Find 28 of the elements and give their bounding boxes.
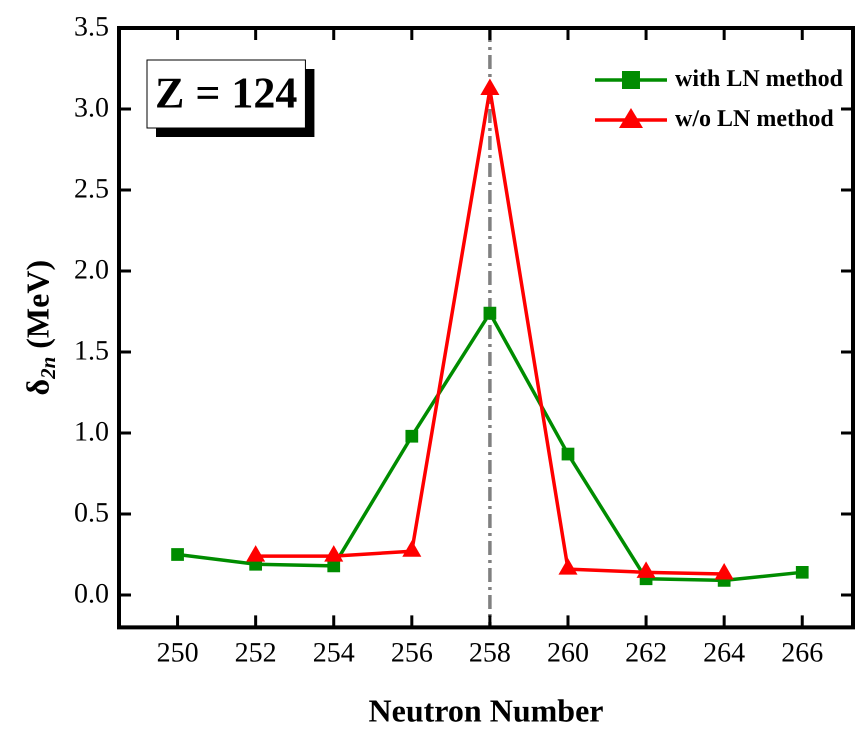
point (562, 448, 574, 460)
x-tick-label: 256 (390, 638, 433, 669)
x-axis-title: Neutron Number (368, 692, 604, 728)
y-tick-label: 2.5 (74, 173, 109, 204)
x-tick-label: 250 (156, 638, 199, 669)
y-tick-label: 1.5 (74, 335, 109, 366)
x-tick-label: 252 (234, 638, 277, 669)
point (484, 306, 496, 320)
y-tick-label: 1.0 (74, 416, 109, 448)
x-tick-label: 264 (703, 638, 746, 669)
y-tick-label: 2.0 (74, 254, 109, 286)
x-tick-label: 262 (625, 638, 668, 669)
y-tick-label: 0.0 (74, 578, 109, 610)
point (796, 566, 809, 579)
x-tick-label: 266 (781, 638, 824, 669)
x-tick-label: 254 (312, 638, 355, 669)
y-axis-title: δ2n (MeV) (19, 260, 60, 396)
point (405, 430, 418, 443)
y-tick-label: 3.5 (74, 11, 109, 42)
point (171, 548, 184, 561)
x-tick-label: 258 (468, 638, 511, 669)
y-tick-label: 3.0 (74, 92, 109, 124)
legend-label: with LN method (674, 66, 844, 92)
y-tick-label: 0.5 (74, 497, 109, 528)
x-tick-label: 260 (546, 638, 589, 669)
legend-label: w/o LN method (674, 106, 834, 132)
point (480, 78, 500, 96)
annotation: Z = 124 (155, 68, 298, 118)
